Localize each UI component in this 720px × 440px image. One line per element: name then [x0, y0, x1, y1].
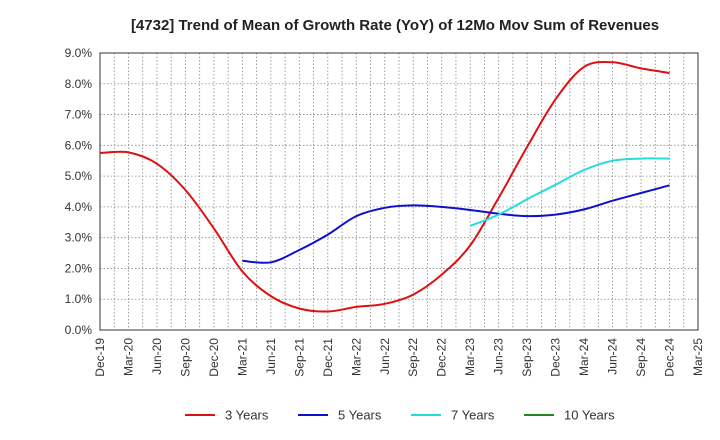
x-tick-label: Jun-22: [378, 338, 392, 375]
x-tick-label: Mar-24: [577, 338, 591, 376]
x-tick-label: Dec-23: [549, 338, 563, 377]
legend-label-5-years: 5 Years: [338, 408, 382, 423]
x-tick-label: Jun-24: [606, 338, 620, 375]
x-tick-label: Mar-20: [121, 338, 135, 376]
x-tick-label: Dec-22: [435, 338, 449, 377]
y-tick-label: 6.0%: [65, 138, 93, 152]
series-line-7-years: [469, 157, 670, 227]
legend: 3 Years 5 Years 7 Years 10 Years: [185, 408, 615, 423]
x-tick-label: Dec-20: [207, 338, 221, 377]
y-tick-label: 3.0%: [65, 231, 93, 245]
y-tick-label: 2.0%: [65, 261, 93, 275]
y-tick-label: 7.0%: [65, 108, 93, 122]
y-tick-label: 5.0%: [65, 169, 93, 183]
chart-title: [4732] Trend of Mean of Growth Rate (YoY…: [131, 17, 659, 34]
x-tick-label: Jun-23: [492, 338, 506, 375]
x-tick-label: Mar-25: [691, 338, 705, 376]
y-tick-label: 8.0%: [65, 77, 93, 91]
x-tick-label: Sep-20: [178, 338, 192, 377]
x-tick-label: Sep-23: [520, 338, 534, 377]
x-tick-label: Jun-20: [150, 338, 164, 375]
y-tick-label: 0.0%: [65, 323, 93, 337]
grid: [100, 53, 698, 330]
plot-frame: [99, 52, 699, 331]
x-tick-label: Dec-19: [93, 338, 107, 377]
legend-label-3-years: 3 Years: [225, 408, 269, 423]
x-tick-label: Sep-21: [292, 338, 306, 377]
series-line-3-years: [99, 60, 670, 313]
x-tick-label: Jun-21: [264, 338, 278, 375]
legend-label-10-years: 10 Years: [564, 408, 615, 423]
x-tick-label: Mar-23: [463, 338, 477, 376]
x-tick-label: Sep-22: [406, 338, 420, 377]
y-axis: 0.0% 1.0% 2.0% 3.0% 4.0% 5.0% 6.0% 7.0% 8.0% 9.0%: [65, 46, 93, 337]
series-lines: [99, 60, 670, 313]
y-tick-label: 9.0%: [65, 46, 93, 60]
x-axis: Dec-19 Mar-20 Jun-20 Sep-20 Dec-20 Mar-21 Jun-…: [93, 338, 705, 377]
x-tick-label: Dec-21: [321, 338, 335, 377]
x-tick-label: Mar-22: [349, 338, 363, 376]
x-tick-label: Sep-24: [634, 338, 648, 377]
series-line-5-years: [242, 184, 670, 264]
x-tick-label: Mar-21: [235, 338, 249, 376]
legend-label-7-years: 7 Years: [451, 408, 495, 423]
x-tick-label: Dec-24: [663, 338, 677, 377]
y-tick-label: 1.0%: [65, 292, 93, 306]
y-tick-label: 4.0%: [65, 200, 93, 214]
